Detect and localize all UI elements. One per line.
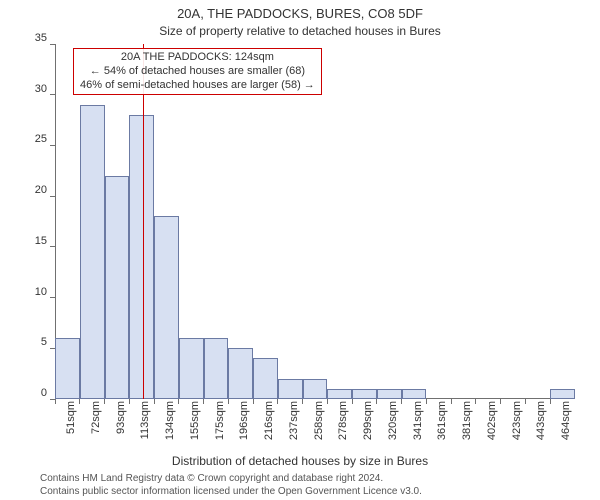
x-tick [500, 399, 501, 404]
x-tick [376, 399, 377, 404]
x-tick [154, 399, 155, 404]
x-tick-label: 175sqm [208, 399, 226, 440]
x-tick [79, 399, 80, 404]
chart-subtitle: Size of property relative to detached ho… [0, 24, 600, 38]
x-tick-label: 361sqm [430, 399, 448, 440]
histogram-bar [550, 389, 575, 399]
histogram-bar [303, 379, 328, 399]
histogram-bar [179, 338, 204, 399]
annotation-line: ← 54% of detached houses are smaller (68… [80, 65, 315, 79]
y-tick-label: 15 [35, 235, 55, 247]
x-tick-label: 237sqm [282, 399, 300, 440]
x-tick-label: 258sqm [307, 399, 325, 440]
y-tick-label: 0 [41, 387, 55, 399]
x-tick [178, 399, 179, 404]
footer-line: Contains HM Land Registry data © Crown c… [40, 473, 422, 486]
plot-area: 0510152025303551sqm72sqm93sqm113sqm134sq… [55, 44, 575, 399]
footer-line: Contains public sector information licen… [40, 486, 422, 499]
histogram-bar [377, 389, 402, 399]
x-tick-label: 423sqm [505, 399, 523, 440]
histogram-bar [253, 358, 278, 399]
x-tick-label: 72sqm [84, 399, 102, 434]
y-tick-label: 30 [35, 83, 55, 95]
x-tick [129, 399, 130, 404]
histogram-bar [154, 216, 179, 399]
x-tick-label: 113sqm [133, 399, 151, 439]
x-tick-label: 51sqm [59, 399, 77, 434]
x-tick-label: 278sqm [331, 399, 349, 440]
x-tick [302, 399, 303, 404]
x-tick [277, 399, 278, 404]
y-tick-label: 10 [35, 286, 55, 298]
x-tick [228, 399, 229, 404]
x-tick [451, 399, 452, 404]
histogram-bar [352, 389, 377, 399]
x-tick-label: 216sqm [257, 399, 275, 440]
y-tick-label: 20 [35, 184, 55, 196]
x-axis-label: Distribution of detached houses by size … [0, 454, 600, 468]
x-tick-label: 464sqm [554, 399, 572, 440]
x-tick-label: 155sqm [183, 399, 201, 440]
x-tick-label: 196sqm [232, 399, 250, 440]
histogram-bar [55, 338, 80, 399]
x-tick-label: 402sqm [480, 399, 498, 440]
histogram-bar [402, 389, 427, 399]
x-tick-label: 381sqm [455, 399, 473, 440]
x-tick [525, 399, 526, 404]
x-tick-label: 341sqm [406, 399, 424, 440]
x-tick [327, 399, 328, 404]
footer-attribution: Contains HM Land Registry data © Crown c… [40, 473, 422, 498]
histogram-bar [80, 105, 105, 399]
x-tick [203, 399, 204, 404]
chart-title: 20A, THE PADDOCKS, BURES, CO8 5DF [0, 6, 600, 21]
x-tick-label: 320sqm [381, 399, 399, 440]
x-tick [352, 399, 353, 404]
annotation-line: 46% of semi-detached houses are larger (… [80, 79, 315, 93]
property-marker-line [143, 44, 144, 399]
y-tick-label: 35 [35, 32, 55, 44]
x-tick-label: 93sqm [109, 399, 127, 434]
y-tick-label: 5 [41, 336, 55, 348]
histogram-bar [204, 338, 229, 399]
histogram-bar [278, 379, 303, 399]
chart-container: 20A, THE PADDOCKS, BURES, CO8 5DF Size o… [0, 0, 600, 500]
annotation-line: 20A THE PADDOCKS: 124sqm [80, 51, 315, 65]
x-tick-label: 443sqm [529, 399, 547, 440]
x-tick [55, 399, 56, 404]
histogram-bar [228, 348, 253, 399]
x-tick [426, 399, 427, 404]
x-tick [253, 399, 254, 404]
x-tick [401, 399, 402, 404]
histogram-bar [105, 176, 130, 399]
annotation-box: 20A THE PADDOCKS: 124sqm← 54% of detache… [73, 48, 322, 95]
x-tick [550, 399, 551, 404]
x-tick-label: 134sqm [158, 399, 176, 440]
histogram-bar [327, 389, 352, 399]
x-tick [475, 399, 476, 404]
x-tick-label: 299sqm [356, 399, 374, 440]
y-tick-label: 25 [35, 133, 55, 145]
x-tick [104, 399, 105, 404]
